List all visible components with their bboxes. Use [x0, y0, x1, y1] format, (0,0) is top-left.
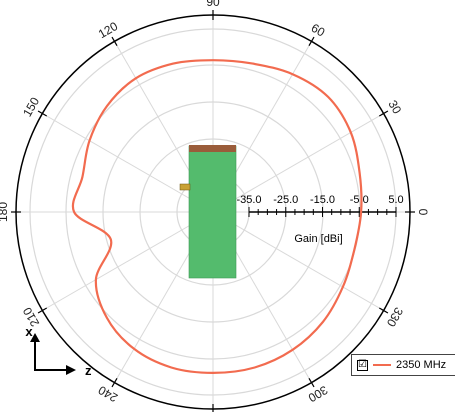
outer-tick-150	[38, 111, 47, 116]
axes-indicator: x z	[25, 324, 92, 378]
axes-indicator-x-label: x	[25, 324, 33, 339]
gain-tick-label-2: -15.0	[310, 194, 335, 206]
grid-spoke-210	[42, 212, 213, 311]
grid-spoke-330	[213, 212, 384, 311]
axes-indicator-z-label: z	[85, 363, 92, 378]
antenna-model-top-strip	[189, 145, 236, 152]
legend-series-swatch	[373, 364, 391, 366]
axes-indicator-right-arrow	[66, 365, 76, 375]
outer-tick-330	[379, 308, 388, 313]
antenna-model-connector	[180, 184, 190, 190]
gain-tick-label-4: 5.0	[388, 194, 403, 206]
antenna-model-board	[189, 146, 236, 278]
gain-tick-label-1: -25.0	[273, 194, 298, 206]
angle-tick-label-180: 180	[0, 202, 10, 222]
angle-tick-label-150: 150	[20, 95, 42, 120]
angle-tick-label-300: 300	[306, 383, 331, 405]
angle-tick-label-120: 120	[96, 19, 121, 41]
outer-tick-210	[38, 308, 47, 313]
gain-axis: -35.0 -25.0 -15.0 -5.0 5.0 Gain [dBi]	[236, 194, 403, 245]
legend: ☑ 2350 MHz	[351, 354, 455, 376]
legend-checkbox[interactable]: ☑	[357, 360, 368, 371]
outer-tick-300	[309, 378, 314, 387]
outer-tick-240	[112, 378, 117, 387]
angle-tick-label-30: 30	[385, 98, 404, 117]
outer-tick-30	[379, 111, 388, 116]
angle-tick-label-330: 330	[384, 305, 406, 330]
outer-tick-120	[112, 37, 117, 46]
angle-tick-label-0: 0	[416, 209, 430, 216]
grid-spoke-150	[42, 114, 213, 213]
gain-tick-label-3: -5.0	[350, 194, 369, 206]
gain-axis-label: Gain [dBi]	[294, 233, 342, 245]
legend-series-label: 2350 MHz	[396, 359, 446, 371]
angle-tick-label-240: 240	[96, 383, 121, 405]
outer-tick-60	[309, 37, 314, 46]
angle-tick-label-90: 90	[206, 0, 220, 9]
gain-tick-label-0: -35.0	[236, 194, 261, 206]
angle-tick-label-60: 60	[309, 21, 328, 40]
